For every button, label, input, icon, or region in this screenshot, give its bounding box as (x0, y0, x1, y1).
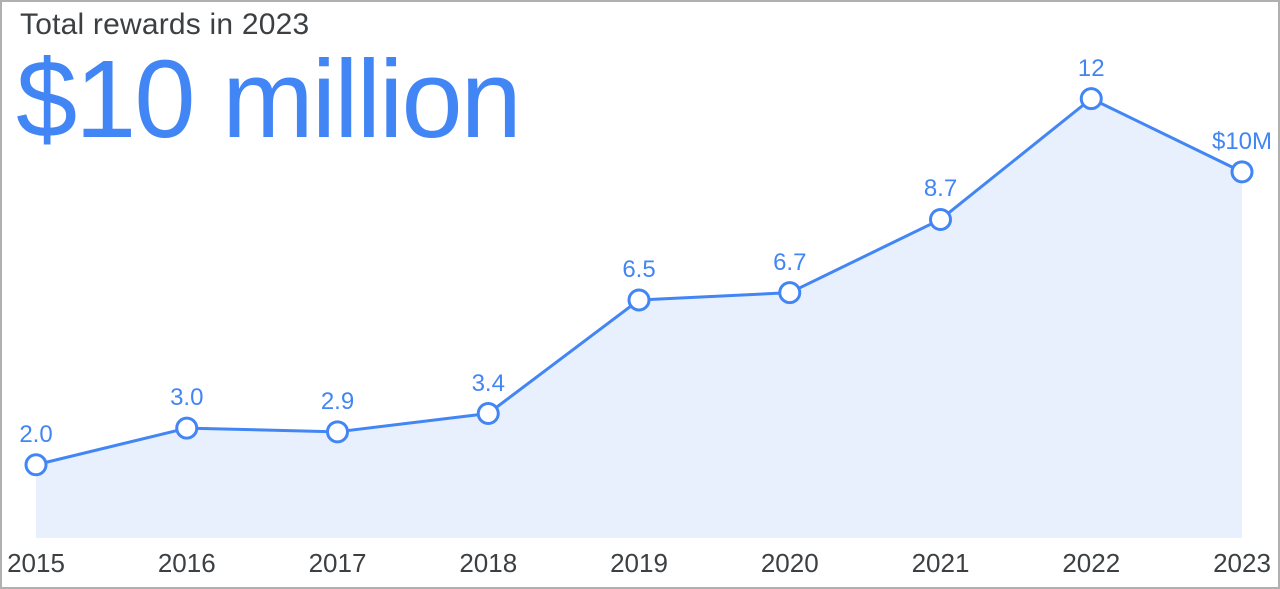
x-axis-label: 2019 (610, 548, 668, 579)
data-point-label: 2.0 (19, 421, 52, 449)
chart-headline: $10 million (16, 42, 520, 158)
data-point-label: 3.4 (472, 370, 505, 398)
data-point-marker (177, 418, 197, 438)
x-axis-label: 2020 (761, 548, 819, 579)
data-point-marker (1081, 89, 1101, 109)
x-axis-label: 2018 (459, 548, 517, 579)
chart-title: Total rewards in 2023 (20, 8, 309, 42)
x-axis-label: 2015 (7, 548, 65, 579)
data-point-label: $10M (1212, 128, 1272, 156)
data-point-marker (478, 404, 498, 424)
data-point-label: 8.7 (924, 175, 957, 203)
data-point-marker (780, 283, 800, 303)
x-axis-label: 2016 (158, 548, 216, 579)
data-point-label: 6.5 (622, 256, 655, 284)
data-point-marker (26, 455, 46, 475)
data-point-marker (931, 209, 951, 229)
chart-frame: Total rewards in 2023 $10 million 2.0 201… (0, 0, 1280, 589)
data-point-marker (629, 290, 649, 310)
data-point-marker (328, 422, 348, 442)
x-axis-label: 2021 (912, 548, 970, 579)
data-point-label: 6.7 (773, 249, 806, 277)
data-point-label: 2.9 (321, 388, 354, 416)
x-axis-label: 2017 (309, 548, 367, 579)
data-point-label: 3.0 (170, 384, 203, 412)
x-axis-label: 2023 (1213, 548, 1271, 579)
data-point-label: 12 (1078, 55, 1105, 83)
data-point-marker (1232, 162, 1252, 182)
chart-area-fill (36, 99, 1242, 538)
x-axis-label: 2022 (1062, 548, 1120, 579)
